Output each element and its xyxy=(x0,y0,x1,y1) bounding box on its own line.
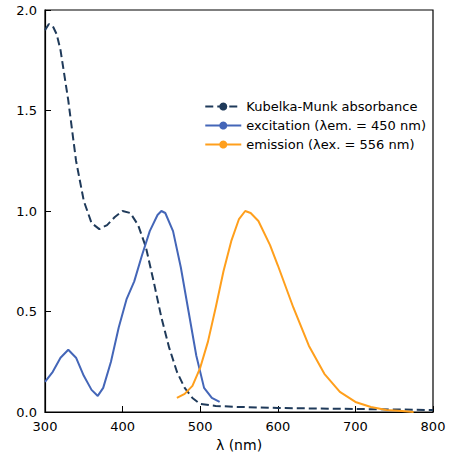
svg-text:600: 600 xyxy=(265,419,290,434)
svg-text:emission (λex. = 556 nm): emission (λex. = 556 nm) xyxy=(246,137,414,152)
svg-text:400: 400 xyxy=(110,419,135,434)
svg-text:2.0: 2.0 xyxy=(16,3,37,18)
svg-text:0.5: 0.5 xyxy=(16,304,37,319)
svg-text:1.5: 1.5 xyxy=(16,103,37,118)
svg-text:500: 500 xyxy=(188,419,213,434)
svg-text:700: 700 xyxy=(343,419,368,434)
svg-text:λ (nm): λ (nm) xyxy=(216,437,262,453)
svg-text:800: 800 xyxy=(421,419,446,434)
svg-text:excitation (λem. = 450 nm): excitation (λem. = 450 nm) xyxy=(246,118,426,133)
svg-text:0.0: 0.0 xyxy=(16,405,37,420)
svg-text:1.0: 1.0 xyxy=(16,204,37,219)
svg-text:Kubelka-Munk absorbance: Kubelka-Munk absorbance xyxy=(246,99,417,114)
svg-text:300: 300 xyxy=(33,419,58,434)
